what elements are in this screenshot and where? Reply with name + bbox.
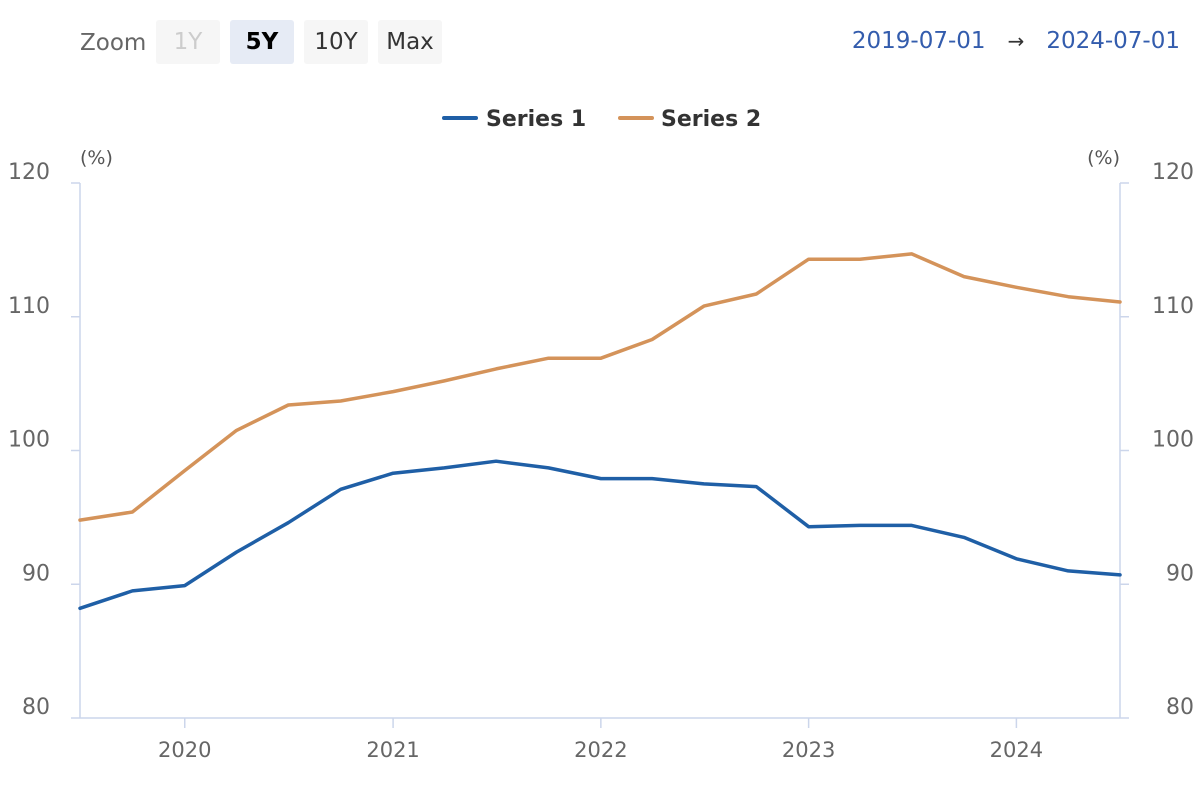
- range-to-input[interactable]: 2024-07-01: [1046, 28, 1180, 54]
- y-tick-label-right: 120: [1152, 160, 1194, 185]
- range-arrow-icon: →: [1007, 29, 1025, 53]
- zoom-5y-button[interactable]: 5Y: [230, 20, 294, 64]
- y-tick-label-left: 120: [8, 160, 50, 185]
- left-axis-unit: (%): [80, 147, 113, 169]
- series-2-line: [78, 252, 1122, 522]
- x-tick-label: 2020: [158, 738, 211, 762]
- y-tick-label-left: 90: [22, 561, 50, 586]
- y-tick-label-right: 80: [1166, 695, 1194, 720]
- zoom-label: Zoom: [80, 30, 147, 56]
- legend-item-series-1[interactable]: Series 1: [442, 107, 586, 132]
- legend-label-series-2: Series 2: [661, 107, 761, 132]
- legend-item-series-2[interactable]: Series 2: [618, 107, 761, 132]
- x-tick-label: 2022: [574, 738, 627, 762]
- date-range: 2019-07-01 → 2024-07-01: [852, 28, 1180, 54]
- series-layer: [78, 252, 1122, 611]
- zoom-max-button[interactable]: Max: [378, 20, 442, 64]
- axes: 80 80 90 90 100 100 110 110 120 120 2020 2021 2022 20…: [8, 160, 1194, 762]
- series-1-line: [78, 459, 1122, 611]
- y-tick-label-left: 110: [8, 294, 50, 319]
- zoom-1y-button[interactable]: 1Y: [156, 20, 220, 64]
- legend[interactable]: Series 1 Series 2: [442, 107, 761, 132]
- zoom-10y-button[interactable]: 10Y: [304, 20, 368, 64]
- y-tick-label-right: 100: [1152, 428, 1194, 453]
- y-tick-label-left: 100: [8, 428, 50, 453]
- y-tick-label-left: 80: [22, 695, 50, 720]
- y-tick-label-right: 110: [1152, 294, 1194, 319]
- toolbar: Zoom 1Y 5Y 10Y Max 2019-07-01 → 2024-07-…: [0, 18, 1200, 66]
- x-tick-label: 2021: [366, 738, 419, 762]
- right-axis-unit: (%): [1087, 147, 1120, 169]
- x-tick-label: 2023: [782, 738, 835, 762]
- range-from-input[interactable]: 2019-07-01: [851, 28, 986, 54]
- legend-label-series-1: Series 1: [486, 107, 586, 132]
- y-tick-label-right: 90: [1166, 561, 1194, 586]
- x-tick-label: 2024: [990, 738, 1043, 762]
